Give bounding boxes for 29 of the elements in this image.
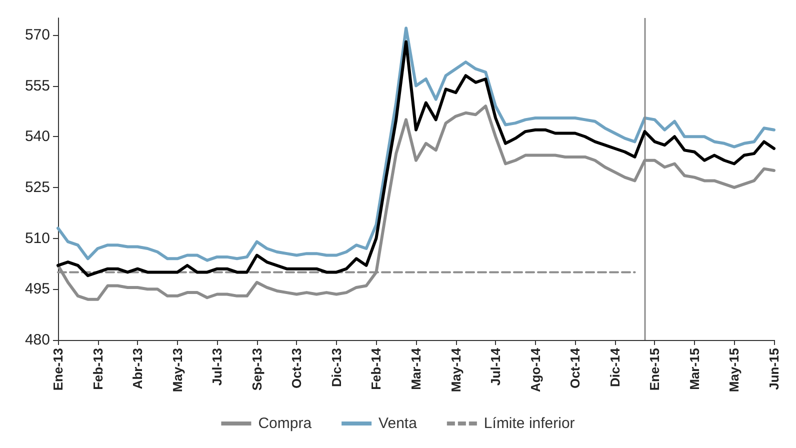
y-tick-label: 555	[24, 77, 50, 94]
y-tick-label: 495	[24, 280, 50, 298]
x-tick-label: Jun-15	[766, 348, 782, 390]
x-tick-label: Jul-14	[488, 347, 504, 386]
x-tick-label: Jul-13	[210, 348, 225, 386]
x-tick-label: Oct-13	[289, 348, 304, 388]
x-tick-label: Mar-14	[408, 347, 424, 390]
y-tick-label: 510	[24, 230, 50, 247]
y-tick-label: 480	[24, 332, 50, 348]
x-tick-label: May-13	[170, 348, 185, 392]
x-tick-label: May-14	[448, 347, 464, 392]
y-tick-label: 570	[24, 26, 50, 44]
legend-label: Venta	[378, 415, 418, 432]
legend-label: Límite inferior	[484, 415, 575, 432]
x-tick-label: Feb-13	[90, 348, 106, 390]
x-tick-label: May-15	[726, 348, 742, 392]
x-tick-label: Ago-14	[528, 347, 543, 392]
x-tick-label: Ene-13	[50, 348, 66, 391]
x-tick-label: Dic-13	[328, 348, 344, 388]
y-tick-label: 540	[24, 128, 50, 146]
x-tick-label: Ene-15	[647, 348, 662, 391]
x-tick-label: Abr-13	[130, 348, 146, 390]
legend-label: Compra	[258, 415, 312, 432]
y-tick-label: 525	[24, 178, 50, 196]
x-tick-label: Sep-13	[249, 348, 264, 391]
x-tick-label: Oct-14	[568, 347, 583, 388]
x-tick-label: Dic-14	[607, 347, 622, 388]
x-tick-label: Mar-15	[686, 348, 702, 390]
x-tick-label: Feb-14	[368, 347, 384, 390]
